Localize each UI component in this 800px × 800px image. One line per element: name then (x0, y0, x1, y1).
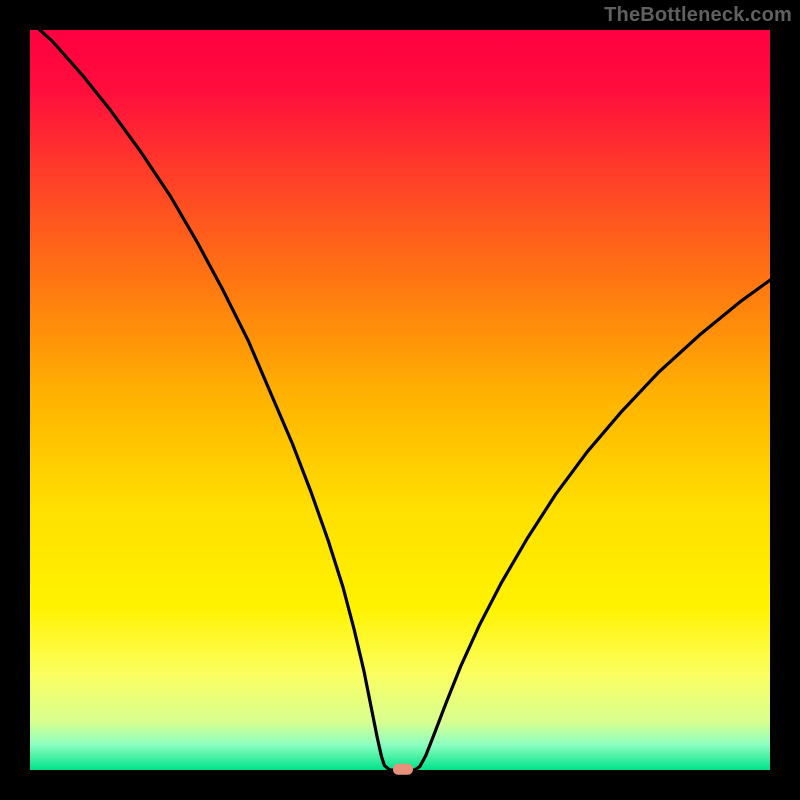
optimal-marker (393, 764, 413, 775)
bottleneck-chart (0, 0, 800, 800)
chart-background (30, 30, 770, 770)
chart-container: TheBottleneck.com (0, 0, 800, 800)
watermark-text: TheBottleneck.com (604, 4, 792, 27)
